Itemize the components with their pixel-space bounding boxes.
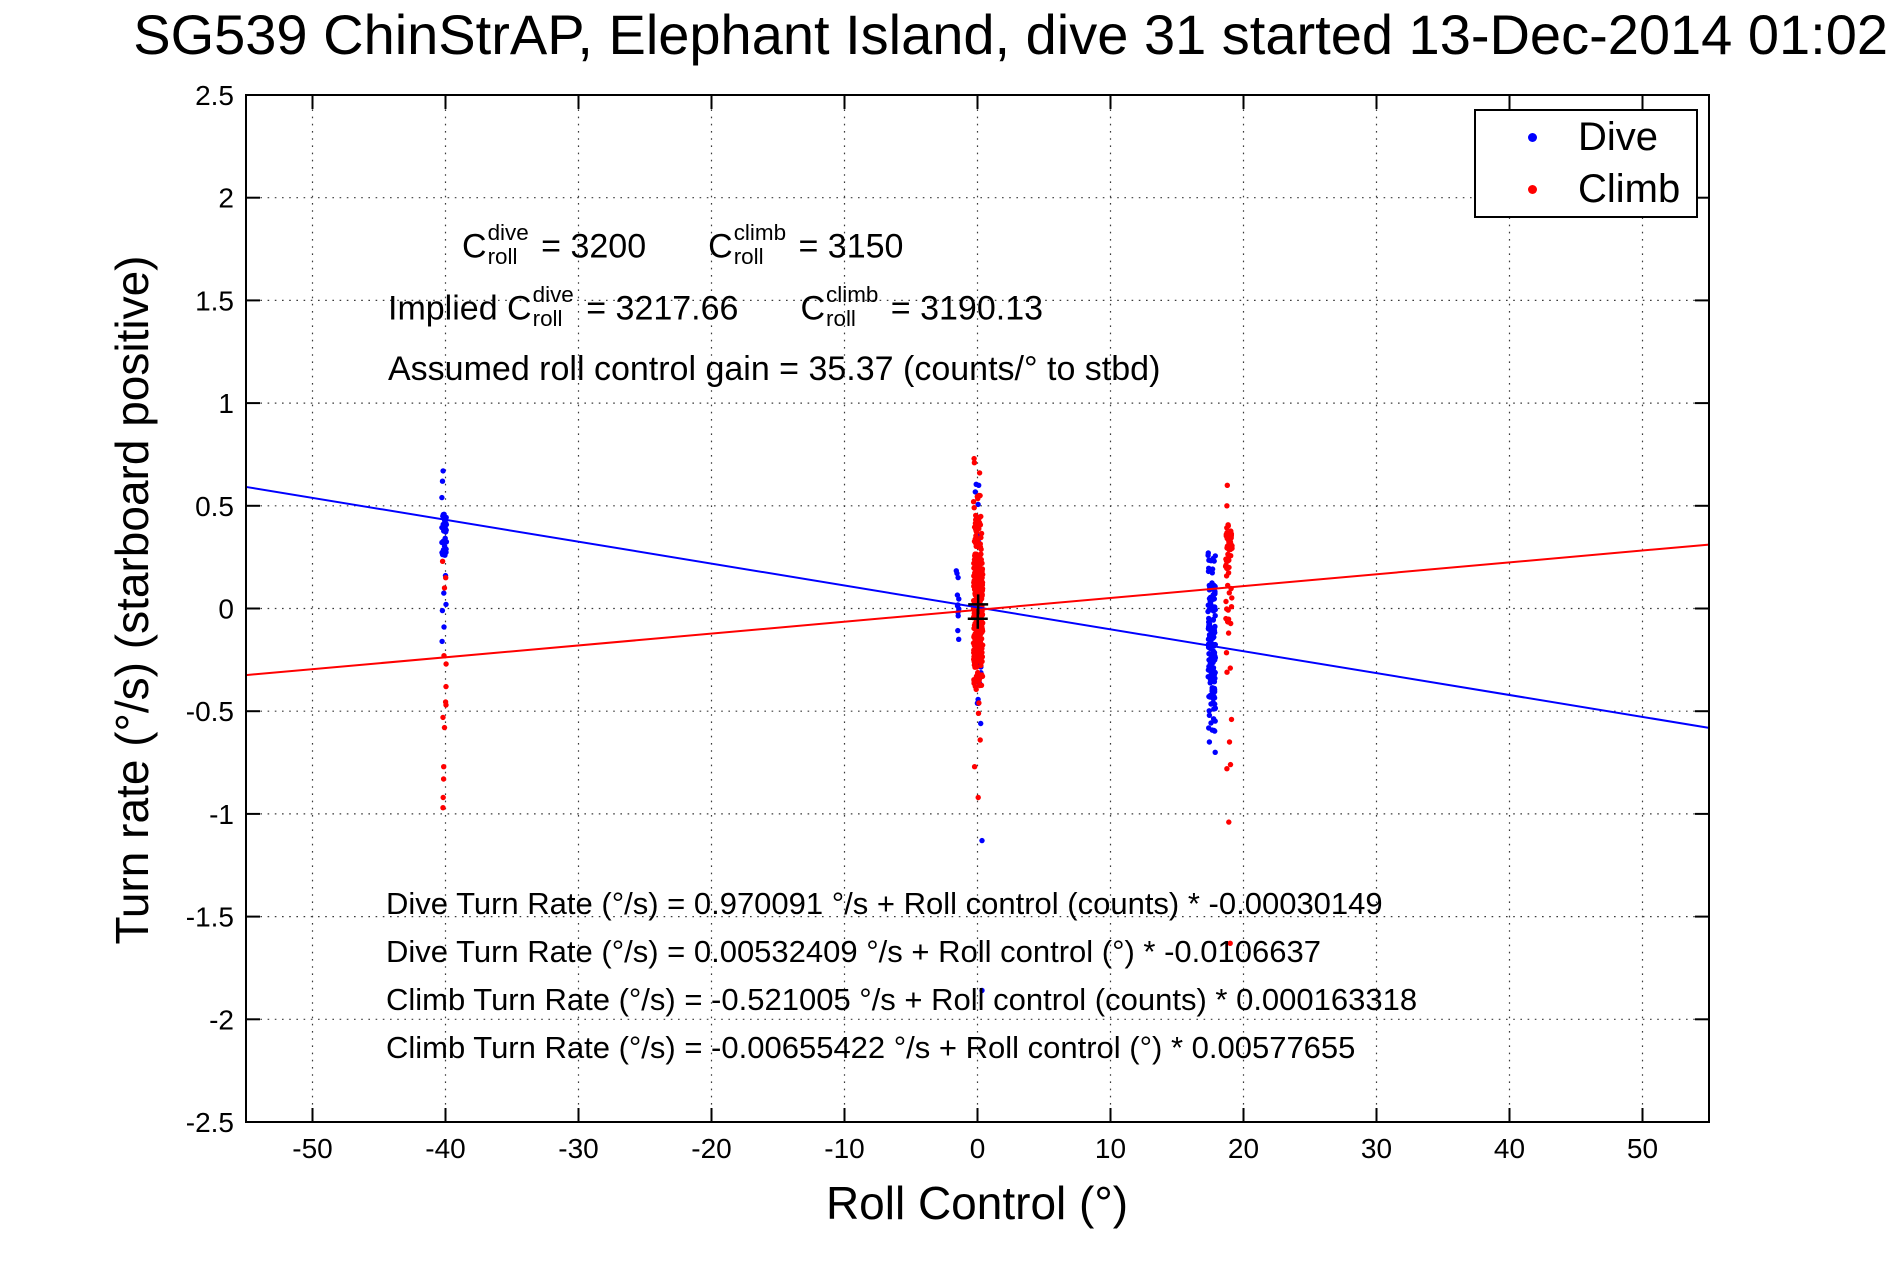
x-axis-label: Roll Control (°) [825,1177,1129,1229]
sup-sub-script: dive roll [487,220,529,269]
legend-label: Climb [1578,166,1681,211]
x-tick-label: -20 [691,1133,731,1164]
x-tick-label: -40 [425,1133,465,1164]
y-tick-label: 2.5 [195,80,234,111]
x-tick-label: 40 [1494,1133,1525,1164]
climb-marker-icon [1528,184,1537,194]
legend-entry-dive: Dive [1476,111,1696,163]
y-tick-label: -1 [209,799,234,830]
dive-marker-icon [1528,132,1537,142]
y-tick-label: 1 [218,388,234,419]
x-tick-label: -30 [558,1133,598,1164]
climb-degrees-equation: Climb Turn Rate (°/s) = -0.00655422 °/s … [386,1030,1356,1065]
tick-labels: -50 -40 -30 -20 -10 0 10 20 30 40 50-2.5-2-1.5-1-0… [186,80,1658,1164]
dive-degrees-equation: Dive Turn Rate (°/s) = 0.00532409 °/s + … [386,934,1321,969]
x-tick-label: 30 [1361,1133,1392,1164]
axes-frame [245,94,1710,1123]
x-tick-label: 0 [970,1133,986,1164]
y-tick-label: 2 [218,183,234,214]
y-tick-label: -2 [209,1004,234,1035]
sup-sub-script: climb roll [733,220,787,269]
x-tick-label: -50 [292,1133,332,1164]
dive-points-cluster [953,568,962,642]
origin-plus-markers [967,594,989,629]
outlier-point [979,837,985,844]
sup-sub-script: climb roll [826,282,879,331]
outlier-point [979,987,985,994]
climb-counts-equation: Climb Turn Rate (°/s) = -0.521005 °/s + … [386,982,1418,1017]
x-tick-label: 20 [1228,1133,1259,1164]
x-tick-label: -10 [824,1133,864,1164]
outlier-point [1227,940,1233,946]
y-tick-label: -1.5 [186,902,234,933]
legend-entry-climb: Climb [1476,163,1696,215]
fit-equations: Dive Turn Rate (°/s) = 0.970091 °/s + Ro… [386,880,1417,1072]
y-axis-label: Turn rate (°/s) (starboard positive) [106,255,158,945]
y-tick-label: -2.5 [186,1107,234,1138]
climb-points-cluster [1222,482,1235,825]
legend-box: Dive Climb [1474,109,1698,218]
y-tick-label: -0.5 [186,696,234,727]
dive-counts-equation: Dive Turn Rate (°/s) = 0.970091 °/s + Ro… [386,886,1383,921]
dive-points-cluster [1205,550,1219,755]
annotation-line-3: Assumed roll control gain = 35.37 (count… [388,350,1161,388]
x-tick-label: 10 [1095,1133,1126,1164]
sup-sub-script: dive roll [532,282,574,331]
dive-points-cluster [439,468,450,645]
chart-title: SG539 ChinStrAP, Elephant Island, dive 3… [133,3,1888,66]
y-tick-label: 0 [218,594,234,625]
x-tick-label: 50 [1627,1133,1658,1164]
y-tick-label: 1.5 [195,285,234,316]
legend-label: Dive [1578,114,1659,159]
y-tick-label: 0.5 [195,491,234,522]
climb-points-cluster [439,558,449,811]
